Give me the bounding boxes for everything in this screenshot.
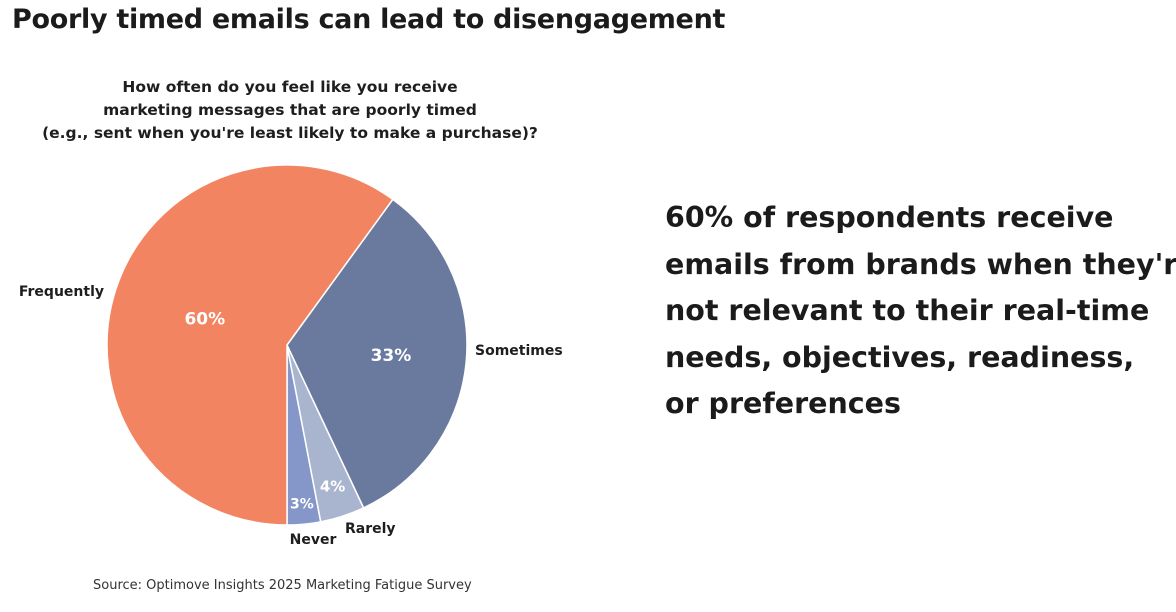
- slice-value-label: 60%: [184, 309, 225, 329]
- callout-line: emails from brands when they're: [665, 247, 1176, 281]
- callout-line: 60% of respondents receive: [665, 201, 1114, 234]
- callout-line: or preferences: [665, 387, 901, 420]
- chart-question-line: (e.g., sent when you're least likely to …: [42, 124, 538, 142]
- slice-category-label: Sometimes: [475, 343, 563, 359]
- callout-text: 60% of respondents receive emails from b…: [665, 195, 1176, 428]
- page-title: Poorly timed emails can lead to disengag…: [12, 4, 726, 35]
- slice-value-label: 4%: [320, 477, 345, 495]
- chart-question-line: How often do you feel like you receive: [122, 78, 458, 96]
- slice-category-label: Rarely: [345, 521, 396, 537]
- slice-value-label: 33%: [371, 346, 412, 366]
- pie-slice-sometimes: [286, 198, 468, 509]
- callout-line: not relevant to their real-time: [665, 294, 1150, 327]
- slice-value-label: 3%: [290, 497, 314, 513]
- pie-chart: 3% 4% 33% 60% Never Rarely Sometimes Frequently: [19, 164, 563, 548]
- chart-question: How often do you feel like you receive m…: [0, 76, 580, 145]
- callout-line: needs, objectives, readiness,: [665, 340, 1135, 374]
- slice-category-label: Never: [290, 532, 337, 548]
- pie-slice-frequently: [106, 164, 394, 526]
- slice-category-label: Frequently: [19, 284, 104, 300]
- chart-question-line: marketing messages that are poorly timed: [103, 101, 477, 119]
- source-note: Source: Optimove Insights 2025 Marketing…: [93, 578, 472, 593]
